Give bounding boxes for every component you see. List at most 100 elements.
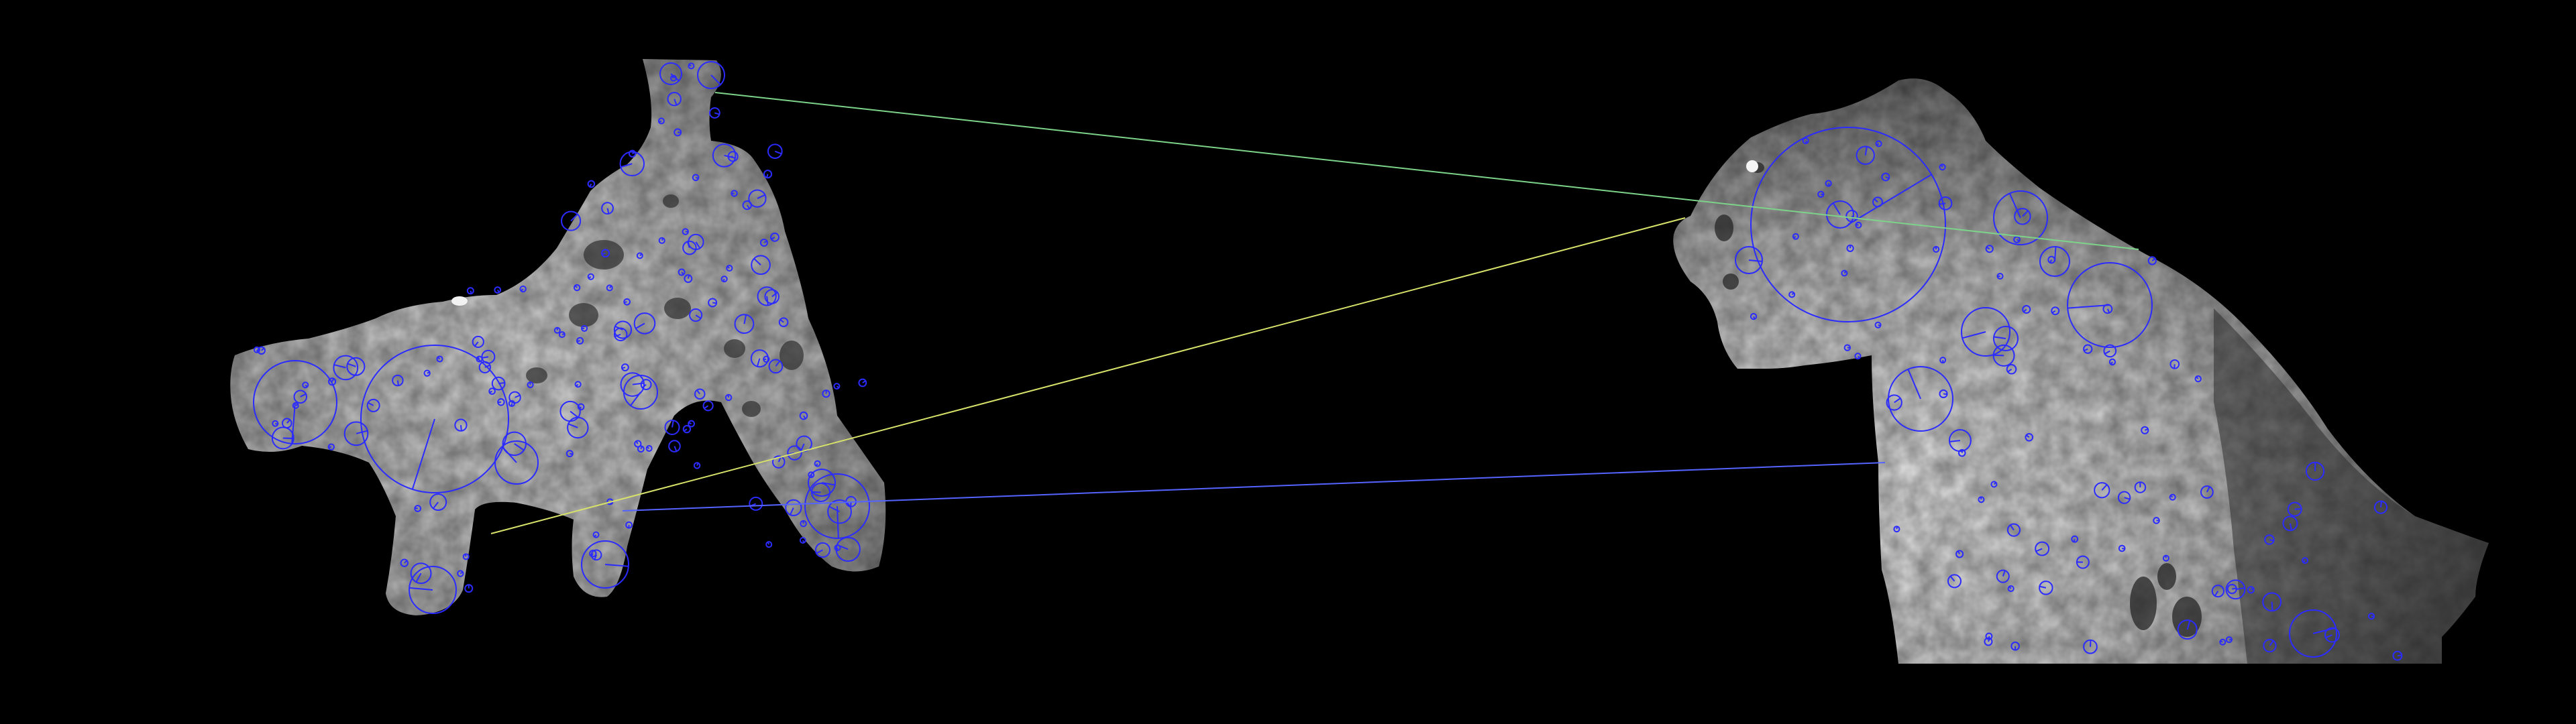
keypoint-orientation — [2025, 434, 2030, 438]
keypoint-orientation — [1885, 176, 1890, 180]
keypoint-circle — [494, 286, 502, 294]
keypoint-circle — [757, 286, 777, 306]
keypoint-orientation — [489, 390, 493, 394]
keypoint-orientation — [821, 482, 835, 486]
keypoint-circle — [2226, 584, 2237, 595]
keypoint-circle — [778, 317, 789, 327]
keypoint-orientation — [602, 252, 606, 255]
keypoint-circle — [2094, 482, 2110, 499]
keypoint-orientation — [570, 213, 578, 222]
right-white-highlight — [1746, 160, 1758, 172]
keypoint-circle — [457, 570, 464, 577]
keypoint-orientation — [608, 285, 612, 289]
keypoint-circle — [748, 189, 767, 208]
right-keypoints — [1735, 127, 2403, 661]
keypoint-circle — [1985, 245, 1994, 253]
keypoint-orientation — [594, 534, 597, 538]
keypoint-orientation — [681, 272, 684, 276]
keypoint-circle — [742, 200, 752, 210]
keypoint-circle — [561, 210, 582, 231]
keypoint-circle — [1938, 196, 1953, 210]
keypoint-orientation — [2165, 555, 2167, 558]
keypoint-orientation — [683, 428, 688, 432]
keypoint-orientation — [674, 446, 678, 452]
keypoint-circle — [1990, 481, 1998, 488]
keypoint-orientation — [2325, 634, 2332, 639]
keypoint-orientation — [671, 75, 674, 79]
keypoint-circle — [574, 381, 582, 388]
keypoint-circle — [645, 444, 653, 452]
keypoint-orientation — [746, 204, 751, 209]
keypoint-orientation — [2051, 310, 2056, 314]
keypoint-orientation — [561, 333, 565, 336]
keypoint-circle — [620, 372, 645, 397]
keypoint-orientation — [588, 276, 592, 279]
keypoint-circle — [1993, 326, 2019, 351]
keypoint-circle — [1984, 637, 1993, 646]
keypoint-circle — [827, 499, 852, 524]
keypoint-circle — [694, 388, 706, 400]
keypoint-circle — [472, 335, 484, 349]
keypoint-orientation — [570, 452, 573, 455]
keypoint-orientation — [1847, 174, 1932, 225]
keypoint-orientation — [579, 406, 582, 410]
keypoint-orientation — [484, 364, 490, 368]
keypoint-circle — [253, 360, 337, 444]
keypoint-circle — [462, 553, 470, 560]
keypoint-orientation — [630, 391, 641, 406]
keypoint-circle — [253, 346, 260, 353]
keypoint-circle — [328, 377, 337, 386]
keypoint-circle — [2282, 516, 2298, 532]
keypoint-circle — [587, 180, 596, 188]
keypoint-orientation — [1748, 259, 1763, 262]
keypoint-circle — [667, 91, 682, 107]
keypoint-circle — [491, 376, 506, 391]
keypoint-circle — [2007, 585, 2015, 593]
match-lines — [490, 92, 2139, 534]
keypoint-orientation — [710, 74, 721, 85]
keypoint-circle — [640, 379, 652, 391]
keypoint-circle — [1750, 127, 1946, 322]
keypoint-orientation — [712, 302, 717, 304]
keypoint-orientation — [621, 367, 626, 369]
keypoint-orientation — [1874, 198, 1878, 203]
keypoint-circle — [566, 450, 574, 458]
keypoint-orientation — [635, 322, 645, 329]
keypoint-circle — [302, 381, 309, 389]
keypoint-orientation — [295, 404, 299, 406]
keypoint-circle — [720, 276, 728, 283]
keypoint-orientation — [688, 64, 692, 67]
keypoint-orientation — [614, 333, 621, 338]
keypoint-orientation — [1857, 355, 1860, 359]
keypoint-orientation — [1986, 246, 1990, 250]
keypoint-orientation — [816, 549, 823, 554]
keypoint-circle — [808, 471, 815, 479]
keypoint-orientation — [333, 364, 346, 369]
keypoint-circle — [519, 285, 527, 293]
keypoint-circle — [577, 403, 585, 411]
keypoint-circle — [668, 440, 681, 452]
keypoint-circle — [601, 249, 610, 258]
keypoint-circle — [2039, 581, 2053, 595]
keypoint-circle — [1802, 137, 1809, 145]
keypoint-circle — [1996, 569, 2010, 583]
keypoint-orientation — [1957, 550, 1960, 554]
keypoint-circle — [410, 562, 432, 585]
keypoint-circle — [619, 151, 645, 176]
keypoint-orientation — [2289, 523, 2293, 531]
keypoint-orientation — [570, 410, 579, 418]
keypoint-circle — [454, 418, 468, 432]
keypoint-circle — [808, 469, 836, 497]
keypoint-orientation — [800, 443, 805, 451]
keypoint-orientation — [568, 423, 578, 428]
keypoint-orientation — [695, 241, 701, 249]
keypoint-orientation — [2068, 304, 2110, 309]
keypoint-orientation — [589, 183, 592, 188]
keypoint-circle — [1750, 312, 1758, 320]
match-line-blue — [622, 462, 1886, 511]
keypoint-circle — [392, 374, 404, 387]
keypoint-circle — [1792, 233, 1799, 240]
keypoint-orientation — [836, 385, 840, 389]
keypoint-circle — [763, 170, 773, 179]
keypoint-orientation — [803, 415, 806, 420]
